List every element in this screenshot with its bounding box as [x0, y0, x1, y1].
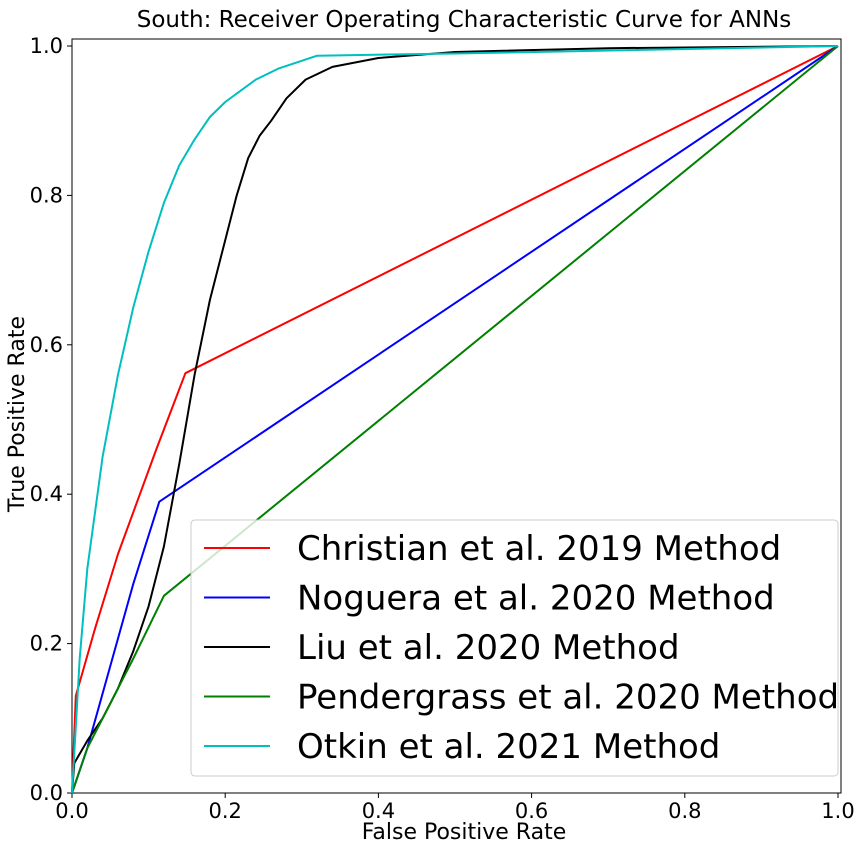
- x-tick-label: 0.4: [362, 799, 395, 823]
- series-line-4: [71, 45, 839, 794]
- x-tick-label: 0.6: [515, 799, 548, 823]
- y-tick-label: 0.2: [30, 632, 63, 656]
- legend-label: Liu et al. 2020 Method: [297, 628, 680, 668]
- series-lines: [71, 45, 839, 794]
- legend-label: Pendergrass et al. 2020 Method: [297, 678, 839, 718]
- y-tick-label: 0.4: [30, 482, 63, 506]
- x-axis-ticks: 0.0 0.2 0.4 0.6 0.8 1.0: [55, 793, 855, 823]
- y-tick-label: 1.0: [30, 34, 63, 58]
- legend-box: [190, 519, 839, 777]
- series-line-5: [71, 45, 839, 794]
- legend-label: Christian et al. 2019 Method: [297, 529, 781, 569]
- x-tick-label: 0.8: [668, 799, 701, 823]
- x-tick-label: 0.2: [208, 799, 241, 823]
- legend-items: Christian et al. 2019 Method Noguera et a…: [204, 529, 839, 767]
- legend-label: Otkin et al. 2021 Method: [297, 727, 720, 767]
- y-axis-ticks: 0.0 0.2 0.4 0.6 0.8 1.0: [30, 34, 72, 805]
- y-tick-label: 0.0: [30, 781, 63, 805]
- chart-title: South: Receiver Operating Characteristic…: [137, 7, 792, 33]
- y-tick-label: 0.8: [30, 183, 63, 207]
- x-tick-label: 0.0: [55, 799, 88, 823]
- y-tick-label: 0.6: [30, 333, 63, 357]
- series-line-1: [71, 45, 839, 794]
- legend-label: Noguera et al. 2020 Method: [297, 579, 775, 619]
- x-tick-label: 1.0: [821, 799, 854, 823]
- x-axis-label: False Positive Rate: [362, 820, 566, 845]
- plot-area: [71, 38, 842, 794]
- legend: Christian et al. 2019 Method Noguera et a…: [190, 519, 839, 777]
- y-axis-label: True Positive Rate: [5, 316, 30, 513]
